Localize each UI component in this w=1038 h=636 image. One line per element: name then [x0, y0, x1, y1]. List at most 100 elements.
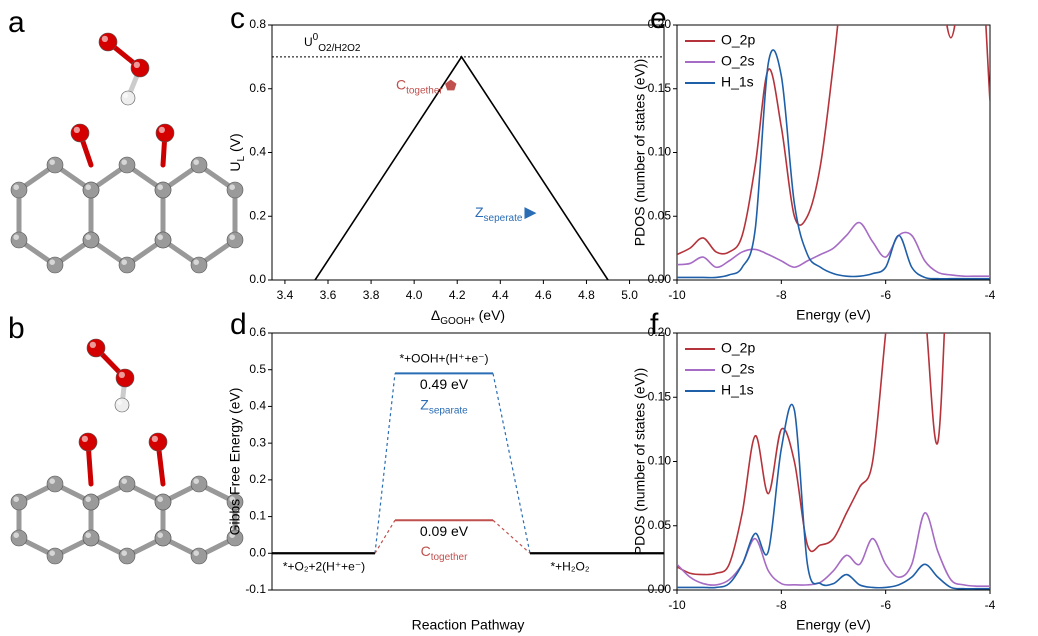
atom — [190, 256, 208, 274]
y-tick-label: 0.10 — [648, 145, 672, 159]
y-tick-label: 0.00 — [648, 272, 672, 286]
x-tick-label: -6 — [880, 288, 891, 302]
y-axis-label: PDOS (number of states (eV)) — [632, 368, 648, 556]
atom — [115, 368, 135, 388]
atom — [46, 256, 64, 274]
legend-label: O_2s — [721, 361, 754, 377]
text-part: 0 — [313, 32, 319, 43]
atom — [155, 123, 175, 143]
value-label: 0.49 eV — [420, 376, 469, 392]
y-axis-label: Gibbs Free Energy (eV) — [227, 388, 243, 536]
atom — [10, 231, 28, 249]
reference-label: U0O2/H2O2 — [304, 32, 361, 54]
atom — [154, 231, 172, 249]
atom-highlight — [121, 478, 127, 485]
y-tick-label: 0.2 — [249, 208, 266, 222]
panel-letter: d — [230, 308, 247, 341]
atom-highlight — [157, 184, 163, 190]
point-label: Zseperate — [475, 204, 523, 224]
y-tick-label: 0.05 — [648, 518, 672, 532]
x-tick-label: -6 — [880, 598, 891, 612]
atom-highlight — [49, 550, 55, 556]
atom-highlight — [121, 159, 127, 165]
series-label: Ctogether — [421, 543, 468, 563]
data-line — [314, 55, 609, 280]
atom-highlight — [118, 371, 125, 378]
x-tick-label: 4.4 — [492, 288, 509, 302]
atom-highlight — [229, 496, 235, 503]
x-axis-label: Energy (eV) — [796, 617, 871, 633]
atom-highlight — [89, 341, 96, 348]
x-tick-label: -4 — [985, 288, 996, 302]
connector — [492, 519, 531, 554]
atom — [118, 547, 136, 565]
y-tick-label: 0.15 — [648, 81, 672, 95]
y-tick-label: 0.00 — [648, 582, 672, 596]
atom — [154, 493, 172, 511]
panel-letter: b — [8, 312, 25, 345]
y-tick-label: 0.2 — [249, 472, 266, 486]
text-part: (V) — [227, 133, 243, 156]
atom — [46, 475, 64, 493]
atom — [118, 256, 136, 274]
atom — [190, 547, 208, 565]
atom — [86, 338, 106, 358]
atom-highlight — [49, 478, 55, 485]
y-tick-label: 0.4 — [249, 399, 266, 413]
x-tick-label: -10 — [668, 288, 686, 302]
panel-letter: f — [650, 308, 659, 341]
state-label: *+OOH+(H⁺+e⁻) — [399, 352, 488, 366]
atom-highlight — [158, 126, 166, 133]
atom-highlight — [13, 184, 19, 190]
x-tick-label: -10 — [668, 598, 686, 612]
connector — [374, 373, 396, 554]
atom — [190, 475, 208, 493]
y-tick-label: 0.8 — [249, 17, 266, 31]
atom — [82, 493, 100, 511]
legend-label: O_2p — [721, 32, 755, 48]
atom-highlight — [13, 532, 19, 538]
data-line — [677, 221, 990, 278]
state-label: *+O₂+2(H⁺+e⁻) — [283, 559, 365, 573]
atom-highlight — [229, 532, 235, 538]
data-point — [445, 79, 457, 91]
text-part: together — [406, 86, 443, 97]
value-label: 0.09 eV — [420, 523, 469, 539]
x-tick-label: -8 — [776, 598, 787, 612]
x-tick-label: 5.0 — [621, 288, 638, 302]
atom-highlight — [121, 550, 127, 556]
atom-highlight — [193, 478, 199, 485]
state-label: *+H₂O₂ — [551, 559, 590, 573]
atom — [154, 529, 172, 547]
atom — [226, 231, 244, 249]
text-part: O2/H2O2 — [318, 43, 361, 54]
panel-letter: c — [230, 2, 245, 35]
atom — [82, 231, 100, 249]
atom-highlight — [101, 35, 108, 42]
atom-highlight — [157, 496, 163, 503]
text-part: L — [236, 156, 247, 162]
molecule-images — [10, 32, 244, 565]
text-part: seperate — [484, 213, 523, 224]
data-line — [677, 49, 990, 280]
y-tick-label: 0.15 — [648, 389, 672, 403]
text-part: C — [396, 76, 406, 92]
atom — [118, 475, 136, 493]
atom — [70, 123, 90, 143]
x-axis-label: Reaction Pathway — [412, 617, 525, 633]
atom — [10, 181, 28, 199]
y-tick-label: -0.1 — [245, 582, 266, 596]
y-axis-label: UL (V) — [227, 133, 247, 171]
text-part: (eV) — [475, 307, 505, 323]
atom-highlight — [85, 234, 91, 240]
y-tick-label: 0.05 — [648, 208, 672, 222]
data-line — [677, 333, 946, 576]
data-line — [677, 25, 990, 256]
legend-label: H_1s — [721, 382, 754, 398]
atom — [46, 156, 64, 174]
x-tick-label: 4.6 — [535, 288, 552, 302]
x-axis-label: ΔGOOH* (eV) — [431, 307, 505, 327]
y-tick-label: 0.3 — [249, 435, 266, 449]
atom-highlight — [157, 234, 163, 240]
